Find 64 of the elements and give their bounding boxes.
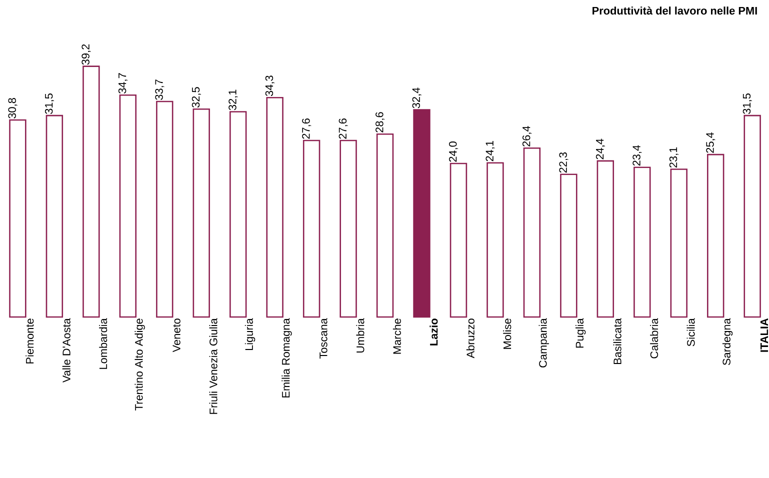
data-label: 31,5 bbox=[44, 94, 54, 114]
bar bbox=[192, 108, 210, 318]
data-label: 26,4 bbox=[522, 126, 532, 146]
data-label: 32,4 bbox=[412, 88, 422, 108]
data-label: 32,1 bbox=[228, 90, 238, 110]
data-label: 32,5 bbox=[192, 87, 201, 108]
bar bbox=[450, 162, 468, 318]
bar bbox=[156, 100, 174, 318]
x-tick-label: Puglia bbox=[576, 318, 586, 348]
x-tick-label: ITALIA bbox=[760, 318, 768, 352]
bar bbox=[302, 140, 320, 318]
x-tick-label: Toscana bbox=[320, 318, 328, 359]
x-tick-label: Molise bbox=[503, 318, 512, 349]
x-tick-label: Lombardia bbox=[99, 318, 108, 369]
bar bbox=[523, 148, 541, 318]
x-tick-label: Marche bbox=[392, 318, 401, 354]
data-label: 33,7 bbox=[155, 80, 164, 100]
bar bbox=[230, 111, 247, 318]
x-tick-label: Liguria bbox=[244, 318, 256, 350]
x-tick-label: Campania bbox=[538, 318, 549, 368]
bar bbox=[119, 94, 137, 318]
x-tick-label: Friuli Venezia Giulia bbox=[209, 318, 218, 414]
data-label: 23,4 bbox=[632, 145, 642, 166]
x-tick-label: Abruzzo bbox=[466, 318, 474, 358]
bar bbox=[560, 174, 578, 318]
chart-title: Produttività del lavoro nelle PMI bbox=[592, 6, 757, 15]
data-label: 23,1 bbox=[669, 147, 678, 168]
bar bbox=[596, 160, 614, 318]
bar bbox=[744, 114, 761, 318]
bar bbox=[634, 166, 651, 318]
x-tick-label: Veneto bbox=[172, 318, 180, 352]
bar bbox=[266, 97, 284, 318]
bar bbox=[46, 114, 64, 318]
data-label: 39,2 bbox=[82, 44, 91, 65]
bar bbox=[486, 162, 504, 318]
x-tick-label: Basilicata bbox=[613, 318, 622, 364]
data-label: 34,3 bbox=[265, 76, 274, 96]
data-label: 24,0 bbox=[448, 142, 458, 162]
data-label: 25,4 bbox=[706, 132, 716, 153]
data-label: 24,1 bbox=[486, 140, 495, 162]
data-label: 27,6 bbox=[338, 118, 348, 139]
bar bbox=[82, 66, 100, 318]
data-label: 31,5 bbox=[742, 94, 752, 114]
x-tick-label: Umbria bbox=[356, 318, 364, 353]
bar bbox=[376, 133, 394, 318]
bar bbox=[413, 109, 430, 318]
x-tick-label: Sardegna bbox=[722, 318, 733, 366]
x-tick-label: Piemonte bbox=[26, 318, 34, 364]
x-tick-label: Lazio bbox=[430, 318, 438, 346]
bar bbox=[340, 140, 357, 318]
bar bbox=[670, 168, 688, 318]
data-label: 27,6 bbox=[302, 118, 312, 139]
data-label: 30,8 bbox=[8, 98, 18, 118]
x-tick-label: Sicilia bbox=[686, 318, 695, 346]
x-tick-label: Valle D'Aosta bbox=[62, 318, 70, 383]
data-label: 34,7 bbox=[118, 73, 128, 94]
x-tick-label: Trentino Alto Adige bbox=[134, 318, 145, 410]
bar bbox=[707, 154, 724, 318]
data-label: 24,4 bbox=[596, 138, 605, 160]
x-tick-label: Emilia Romagna bbox=[282, 318, 292, 398]
bar bbox=[9, 119, 26, 318]
x-tick-label: Calabria bbox=[650, 318, 658, 358]
data-label: 28,6 bbox=[376, 112, 385, 132]
data-label: 22,3 bbox=[559, 152, 568, 173]
